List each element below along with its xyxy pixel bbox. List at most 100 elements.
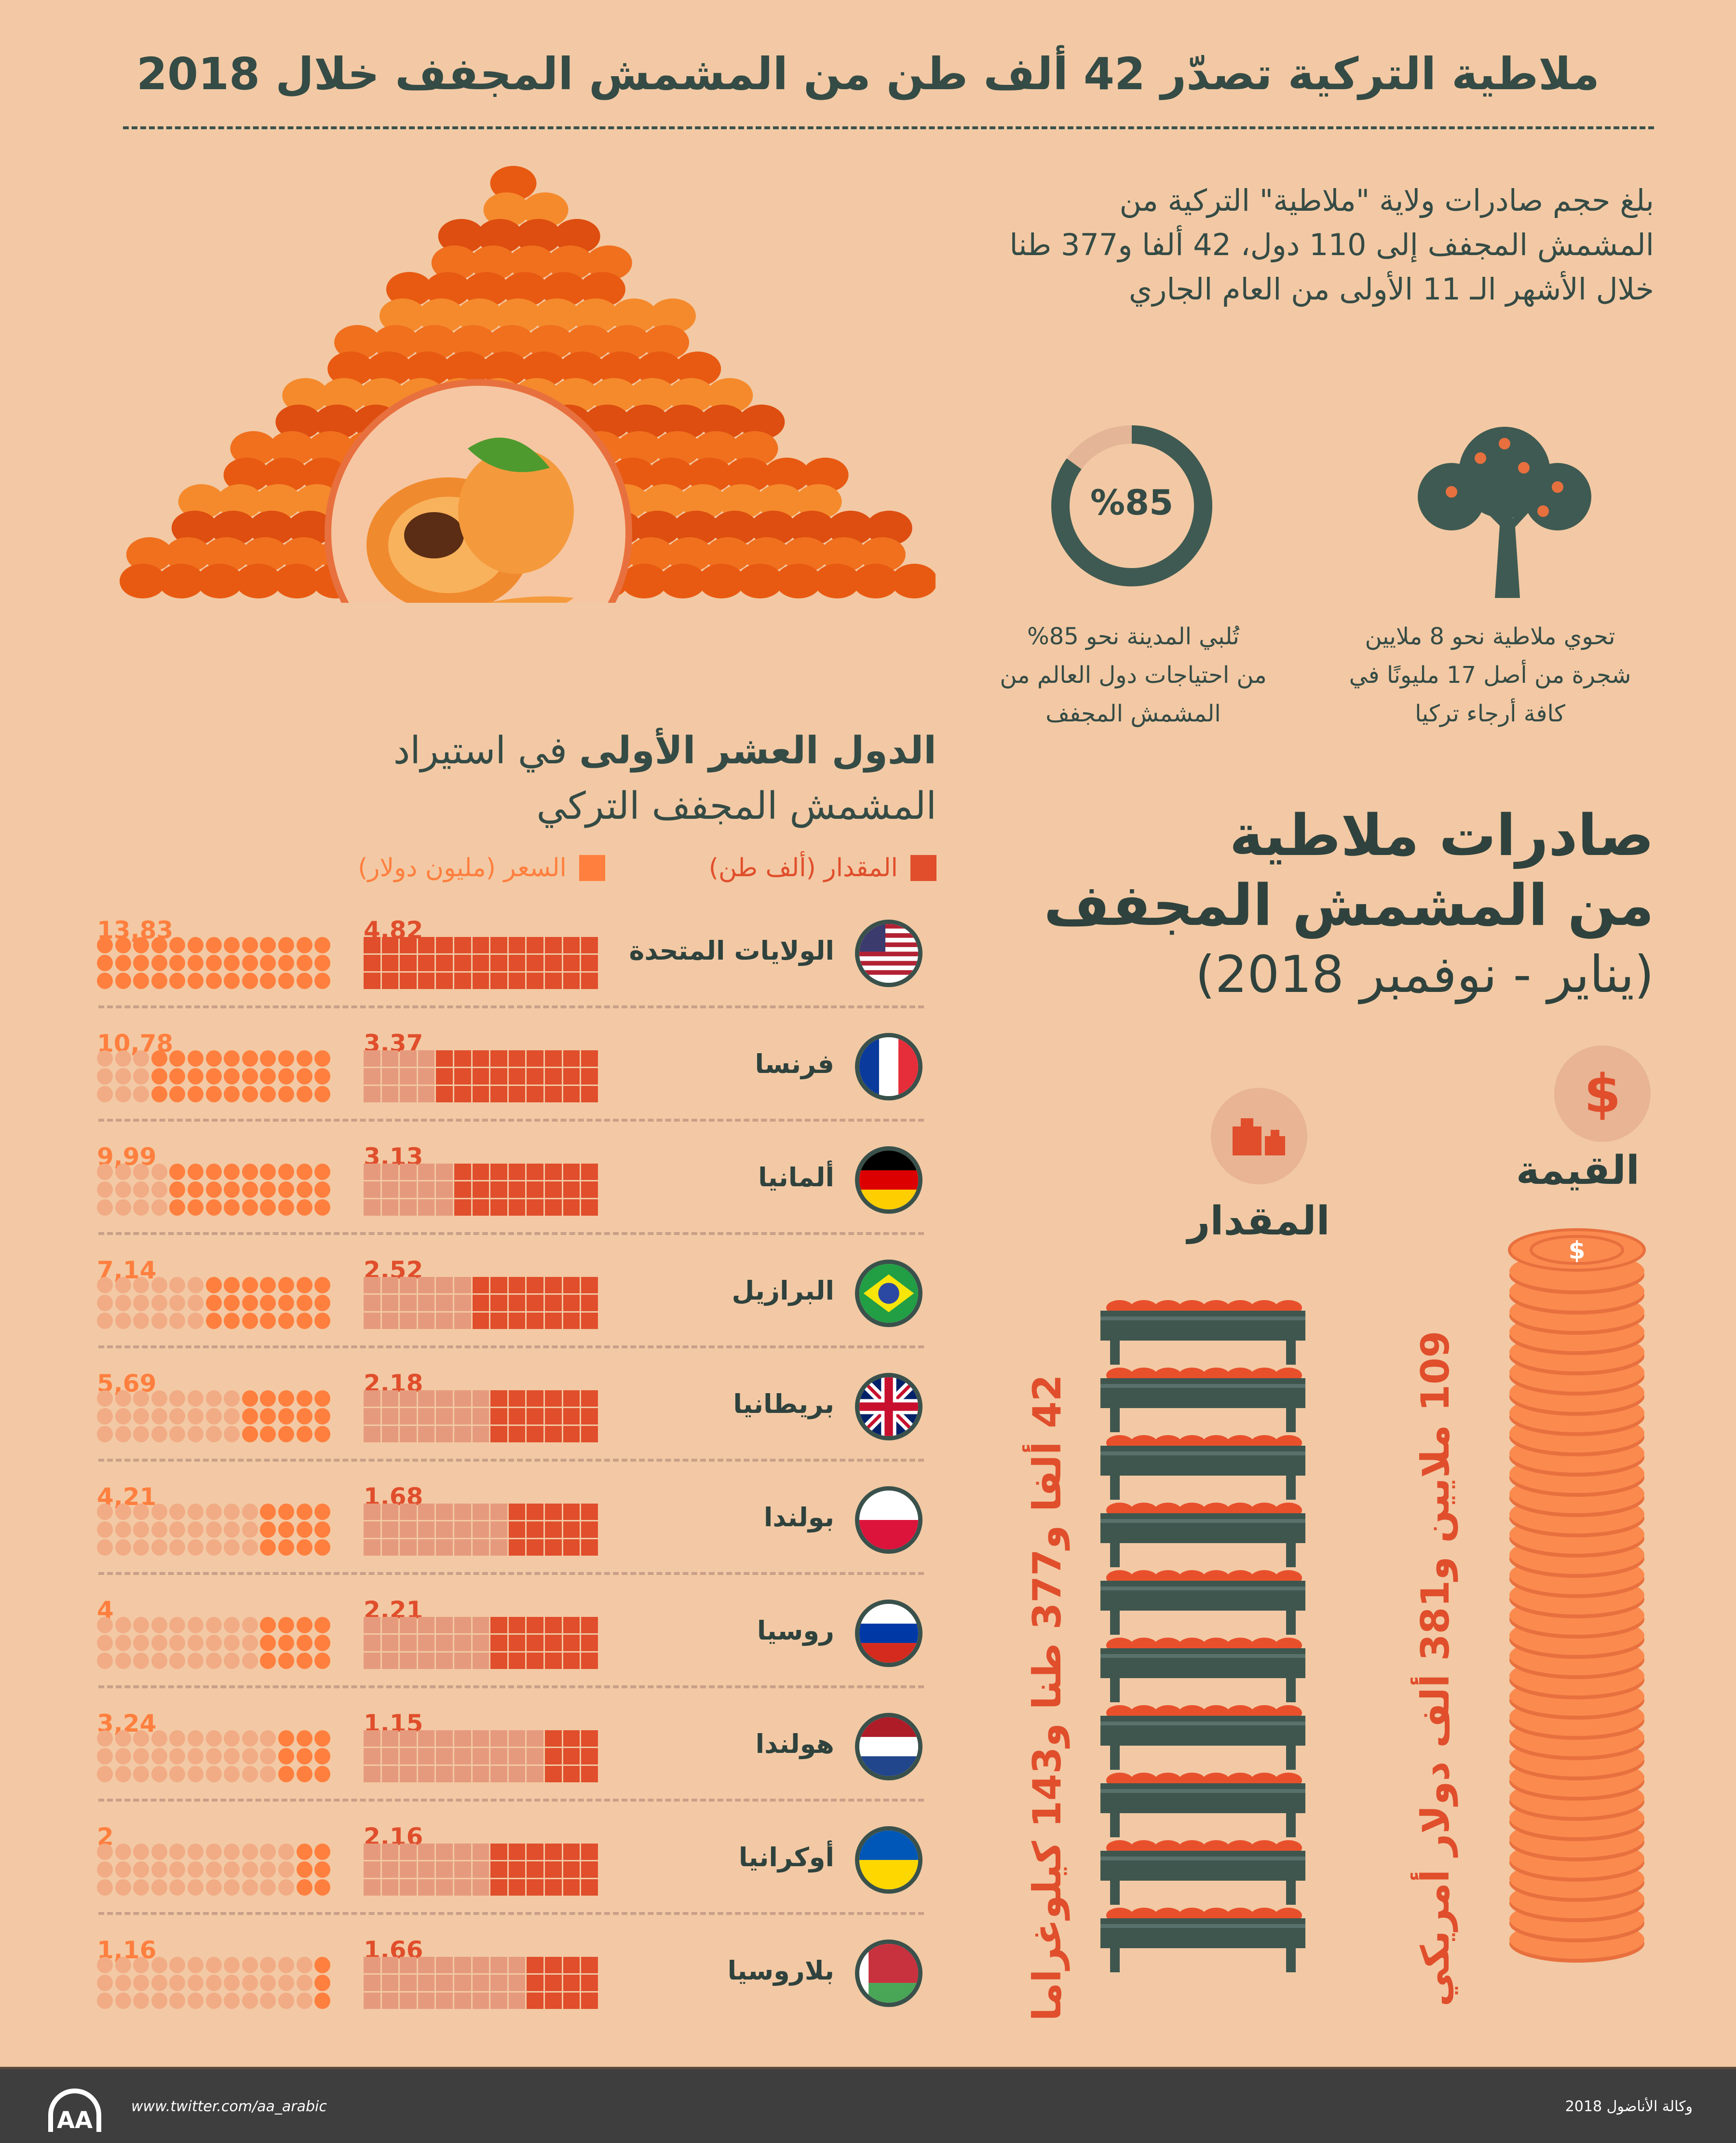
price-dots	[97, 1504, 331, 1556]
twitter-link[interactable]: www.twitter.com/aa_arabic	[131, 2098, 327, 2115]
amount-square	[508, 1539, 526, 1556]
amount-square	[418, 1068, 435, 1085]
row-divider	[98, 1912, 924, 1915]
amount-square	[527, 1844, 543, 1860]
price-dot	[115, 1164, 131, 1180]
price-dot	[133, 1313, 149, 1329]
amount-square	[581, 1957, 598, 1973]
amount-square	[400, 1277, 417, 1293]
amount-square	[381, 1957, 399, 1973]
apricot	[782, 537, 828, 572]
flag-ua-icon	[855, 1826, 922, 1894]
apricot	[533, 298, 580, 333]
price-dot	[187, 1653, 203, 1669]
apricot	[223, 458, 270, 492]
amount-square	[544, 1313, 562, 1329]
legend-swatch	[910, 855, 936, 881]
top10-heading: الدول العشر الأولى في استيراد المشمش الم…	[393, 723, 936, 834]
price-dot	[115, 1068, 131, 1085]
row-divider	[98, 1345, 924, 1348]
amount-square	[490, 937, 507, 953]
amount-square	[490, 1539, 507, 1556]
price-dot	[205, 1164, 222, 1180]
apricot	[649, 298, 696, 333]
apricot	[287, 511, 334, 545]
amount-square	[364, 1521, 380, 1538]
amount-square	[454, 1199, 471, 1216]
amount-square	[400, 1730, 417, 1747]
price-dot	[314, 1730, 331, 1747]
amount-square	[364, 1504, 380, 1520]
price-dot	[151, 1975, 167, 1991]
amount-square	[418, 1539, 435, 1556]
legend-amount: المقدار (ألف طن)	[709, 854, 936, 882]
price-dot	[224, 1390, 240, 1407]
price-dot	[242, 1730, 258, 1747]
apricot	[527, 325, 574, 360]
price-dot	[205, 1050, 222, 1067]
price-dot	[133, 1766, 149, 1782]
amount-square	[544, 1277, 562, 1293]
amount-square	[472, 1521, 489, 1538]
amount-square	[400, 1844, 417, 1860]
amount-square	[472, 1635, 489, 1651]
amount-square	[454, 1408, 471, 1424]
apricot	[654, 431, 701, 466]
intro-paragraph: بلغ حجم صادرات ولاية "ملاطية" التركية من…	[931, 178, 1654, 312]
price-dot	[314, 1957, 331, 1973]
amount-square	[400, 1539, 417, 1556]
price-dot	[278, 1199, 294, 1216]
heading-rest: في استيراد	[393, 729, 568, 773]
apricot	[693, 431, 740, 466]
apricot	[431, 245, 478, 280]
apricot	[597, 352, 644, 386]
amount-square	[364, 1635, 380, 1651]
price-dot	[296, 1730, 312, 1747]
amount-square	[364, 955, 380, 971]
price-dot	[242, 1426, 258, 1442]
price-dot	[296, 1975, 312, 1991]
row-divider	[98, 1119, 924, 1122]
price-dot	[169, 973, 186, 989]
price-dot	[296, 1164, 312, 1180]
price-dots	[97, 1164, 331, 1216]
amount-square	[418, 1617, 435, 1633]
amount-square	[563, 1957, 580, 1973]
amount-square	[527, 973, 543, 989]
flag-de-icon	[855, 1146, 922, 1214]
amount-square	[454, 1617, 471, 1633]
amount-square	[527, 937, 543, 953]
amount-square	[490, 1879, 507, 1896]
price-dot	[187, 1617, 203, 1633]
price-dot	[151, 1993, 167, 2009]
price-dot	[115, 955, 131, 971]
apricot	[275, 405, 322, 439]
amount-square	[364, 973, 380, 989]
amount-square	[544, 1957, 562, 1973]
row-divider	[98, 1232, 924, 1235]
price-dot	[97, 955, 113, 971]
amount-square	[364, 1164, 380, 1180]
apricot	[164, 537, 211, 572]
amount-square	[381, 1199, 399, 1216]
price-dot	[169, 1050, 186, 1067]
apricot	[171, 511, 218, 545]
price-dot	[115, 1539, 131, 1556]
price-dot	[187, 1975, 203, 1991]
price-dot	[296, 1844, 312, 1860]
apricot	[659, 564, 706, 598]
price-dot	[278, 1086, 294, 1102]
apricot	[470, 245, 516, 280]
price-dot	[224, 1050, 240, 1067]
percent-donut	[1051, 425, 1212, 586]
amount-square	[581, 1086, 598, 1102]
amount-square	[364, 1086, 380, 1102]
amount-square	[581, 1164, 598, 1180]
price-dot	[187, 1730, 203, 1747]
amount-square	[472, 1164, 489, 1180]
apricot	[634, 511, 681, 545]
amount-square	[454, 1426, 471, 1442]
amount-square	[364, 1295, 380, 1311]
price-dot	[169, 1957, 186, 1973]
amount-square	[381, 1748, 399, 1764]
